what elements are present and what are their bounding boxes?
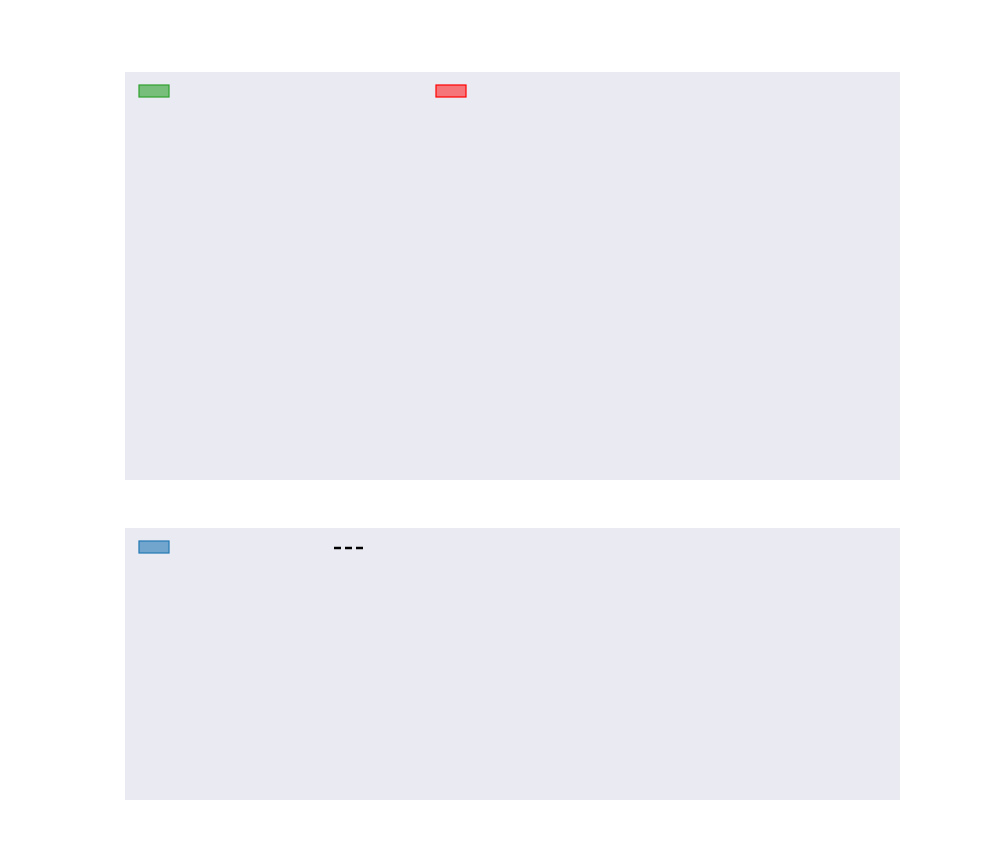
top-plot-background	[125, 72, 900, 480]
top-legend	[138, 84, 467, 98]
legend-swatch-specs	[138, 84, 170, 98]
bottom-chart	[125, 528, 900, 800]
bottom-legend	[138, 540, 364, 554]
legend-swatch-commercial	[435, 84, 467, 98]
bottom-plot-background	[125, 528, 900, 800]
legend-swatch-open-interest	[138, 540, 170, 554]
top-chart	[125, 72, 900, 480]
